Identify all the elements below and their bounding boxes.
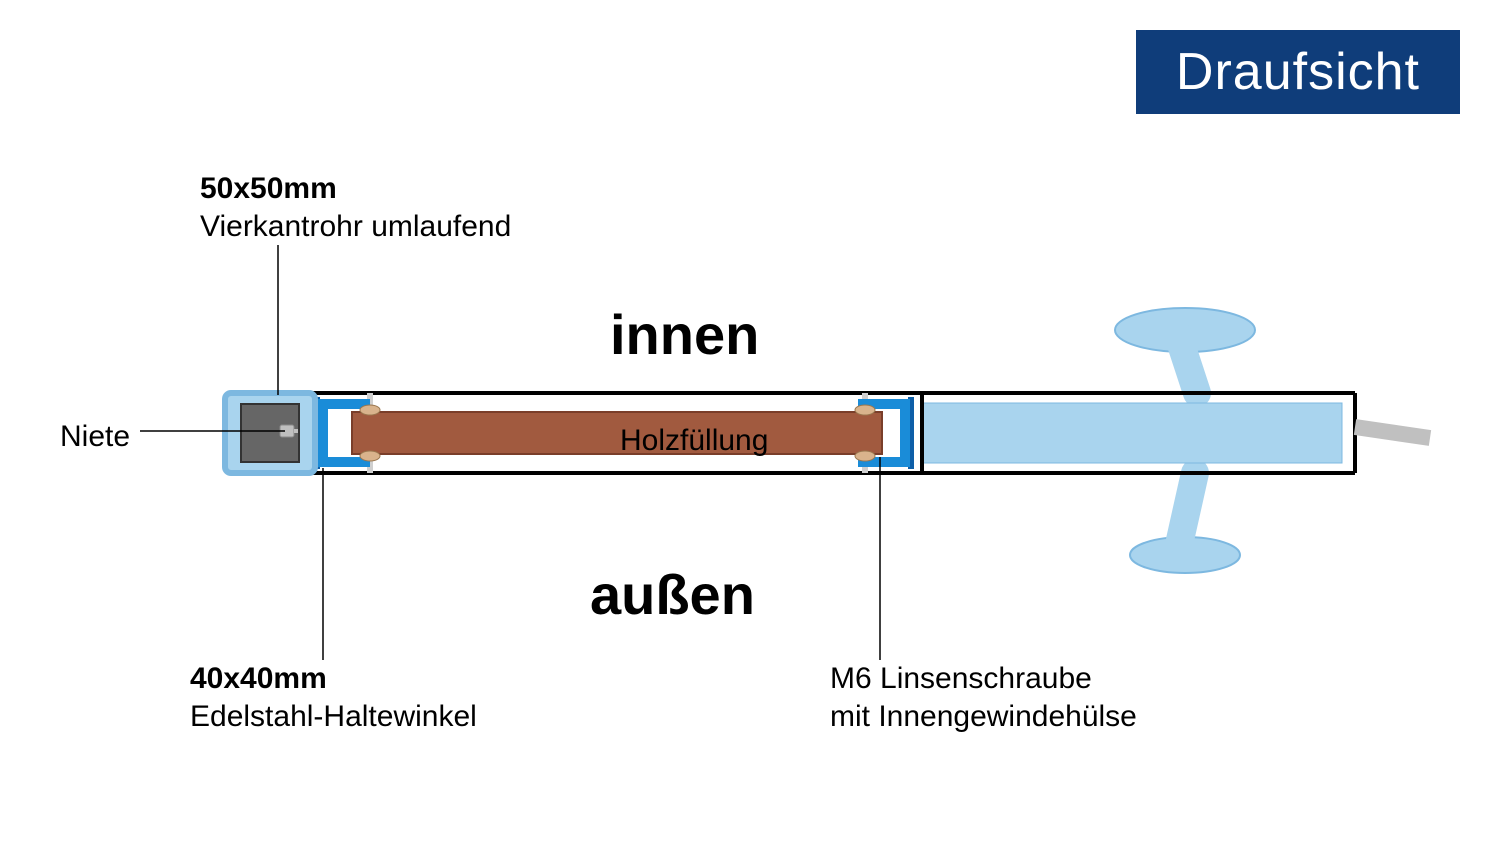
callout-niete-text: Niete (60, 420, 130, 453)
callout-vierkantrohr-text: Vierkantrohr umlaufend (200, 210, 511, 243)
callout-haltewinkel: 40x40mm Edelstahl-Haltewinkel (190, 660, 477, 735)
callout-schraube: M6 Linsenschraube mit Innengewindehülse (830, 660, 1137, 735)
callout-vierkantrohr: 50x50mm Vierkantrohr umlaufend (200, 170, 511, 245)
callout-schraube-line1: M6 Linsenschraube (830, 662, 1092, 695)
callout-schraube-line2: mit Innengewindehülse (830, 700, 1137, 733)
callout-haltewinkel-text: Edelstahl-Haltewinkel (190, 700, 477, 733)
callout-vierkantrohr-dim: 50x50mm (200, 172, 337, 205)
diagram-stage: Draufsicht innen außen 50x50mm Vierkantr… (0, 0, 1500, 855)
label-aussen: außen (590, 560, 755, 630)
label-innen: innen (610, 300, 759, 370)
title-box: Draufsicht (1136, 30, 1460, 114)
callout-niete: Niete (60, 418, 130, 456)
callout-haltewinkel-dim: 40x40mm (190, 662, 327, 695)
label-holzfuellung: Holzfüllung (620, 422, 768, 460)
